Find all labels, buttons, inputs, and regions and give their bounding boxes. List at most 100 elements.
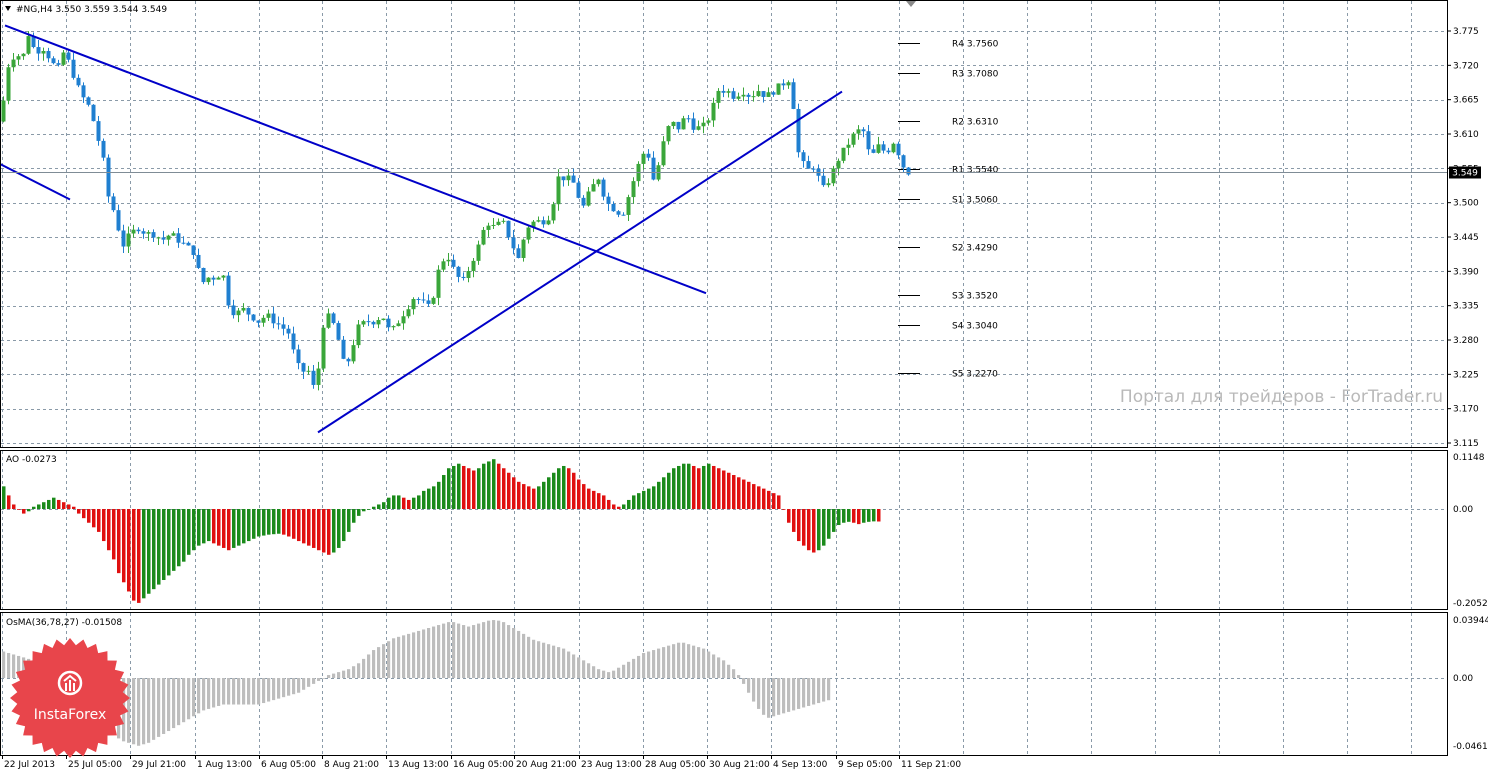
- ao-bar: [352, 509, 356, 523]
- osma-bar: [802, 678, 806, 708]
- osma-bar: [287, 678, 291, 696]
- osma-bar: [467, 626, 471, 678]
- ao-bar: [527, 486, 531, 509]
- candle-body: [546, 220, 551, 225]
- ao-bar: [422, 490, 426, 509]
- candle-body: [381, 318, 386, 321]
- osma-bar: [432, 626, 436, 678]
- osma-bar: [402, 635, 406, 678]
- osma-bar: [577, 657, 581, 678]
- osma-bar: [272, 678, 276, 701]
- logo-emblem-icon: [63, 674, 77, 691]
- chart-shift-marker-icon[interactable]: [906, 1, 916, 7]
- ao-bar: [112, 509, 116, 560]
- osma-bar: [522, 633, 526, 678]
- osma-bar: [172, 678, 176, 729]
- ao-bar: [747, 481, 751, 509]
- osma-bar: [617, 667, 621, 678]
- candle-body: [586, 191, 591, 206]
- candle-body: [61, 52, 66, 65]
- osma-bar: [672, 644, 676, 678]
- osma-bar: [627, 661, 631, 678]
- candle-body: [666, 126, 671, 142]
- ao-bar: [862, 509, 866, 523]
- candle-body: [126, 233, 131, 247]
- candle-body: [886, 150, 891, 153]
- osma-bar: [412, 632, 416, 678]
- candle-body: [801, 152, 806, 162]
- osma-bar: [247, 678, 251, 705]
- ao-bar: [447, 468, 451, 509]
- ao-bar: [787, 509, 791, 523]
- candle-body: [421, 299, 426, 301]
- ao-bar: [27, 509, 31, 512]
- osma-bar: [507, 625, 511, 678]
- ao-bar: [77, 509, 81, 514]
- osma-bar: [212, 678, 216, 708]
- ao-bar: [207, 509, 211, 542]
- candle-body: [1, 100, 6, 122]
- candle-body: [301, 363, 306, 372]
- candle-body: [191, 245, 196, 255]
- candle-body: [31, 36, 36, 48]
- y-tick-label: 3.335: [1453, 302, 1479, 312]
- ao-bar: [7, 495, 11, 509]
- y-tick-label: 3.445: [1453, 233, 1479, 243]
- candle-body: [221, 275, 226, 278]
- ao-bar: [667, 472, 671, 509]
- osma-bar: [192, 678, 196, 717]
- ao-bar: [822, 509, 826, 546]
- osma-bar: [542, 642, 546, 678]
- ao-bar: [742, 479, 746, 509]
- ao-bar: [737, 477, 741, 509]
- ao-bar: [617, 506, 621, 509]
- candle-body: [411, 299, 416, 310]
- candle-body: [466, 271, 471, 279]
- price-candles: [1, 31, 911, 391]
- ao-bar: [182, 509, 186, 562]
- candle-body: [391, 326, 396, 328]
- osma-bar: [322, 678, 326, 679]
- candle-body: [776, 83, 781, 95]
- candle-body: [291, 333, 296, 350]
- candle-body: [216, 277, 221, 280]
- chevron-down-icon[interactable]: [5, 6, 11, 11]
- candle-body: [771, 92, 776, 95]
- ao-bar: [357, 509, 361, 516]
- ao-bar: [692, 465, 696, 509]
- ao-bar: [187, 509, 191, 555]
- candle-body: [361, 321, 366, 325]
- osma-bar: [297, 678, 301, 693]
- osma-bar: [472, 625, 476, 678]
- ao-bar: [647, 488, 651, 509]
- ao-bar: [732, 475, 736, 509]
- osma-bar: [422, 629, 426, 678]
- candle-body: [186, 242, 191, 246]
- candle-body: [556, 176, 561, 205]
- ao-bar: [82, 509, 86, 519]
- osma-bar: [257, 678, 261, 705]
- ao-bar: [387, 497, 391, 509]
- candle-body: [781, 83, 786, 86]
- ao-bar: [177, 509, 181, 567]
- osma-bar: [647, 651, 651, 678]
- ao-bar: [532, 488, 536, 509]
- candle-body: [311, 370, 316, 385]
- ao-tick-label: 0.1148: [1453, 453, 1485, 463]
- ao-bar: [797, 509, 801, 542]
- candle-body: [111, 196, 116, 211]
- ao-bar: [362, 509, 366, 512]
- osma-bar: [302, 678, 306, 690]
- candle-body: [181, 242, 186, 244]
- ao-bar: [537, 486, 541, 509]
- ao-bar: [237, 509, 241, 546]
- ao-bar: [652, 486, 656, 509]
- candle-body: [646, 153, 651, 158]
- candle-body: [441, 261, 446, 270]
- ao-bar: [407, 499, 411, 509]
- candle-body: [876, 144, 881, 153]
- candle-body: [561, 176, 566, 181]
- candle-body: [496, 221, 501, 225]
- ao-bar: [322, 509, 326, 553]
- x-tick-label: 16 Aug 05:00: [453, 760, 514, 770]
